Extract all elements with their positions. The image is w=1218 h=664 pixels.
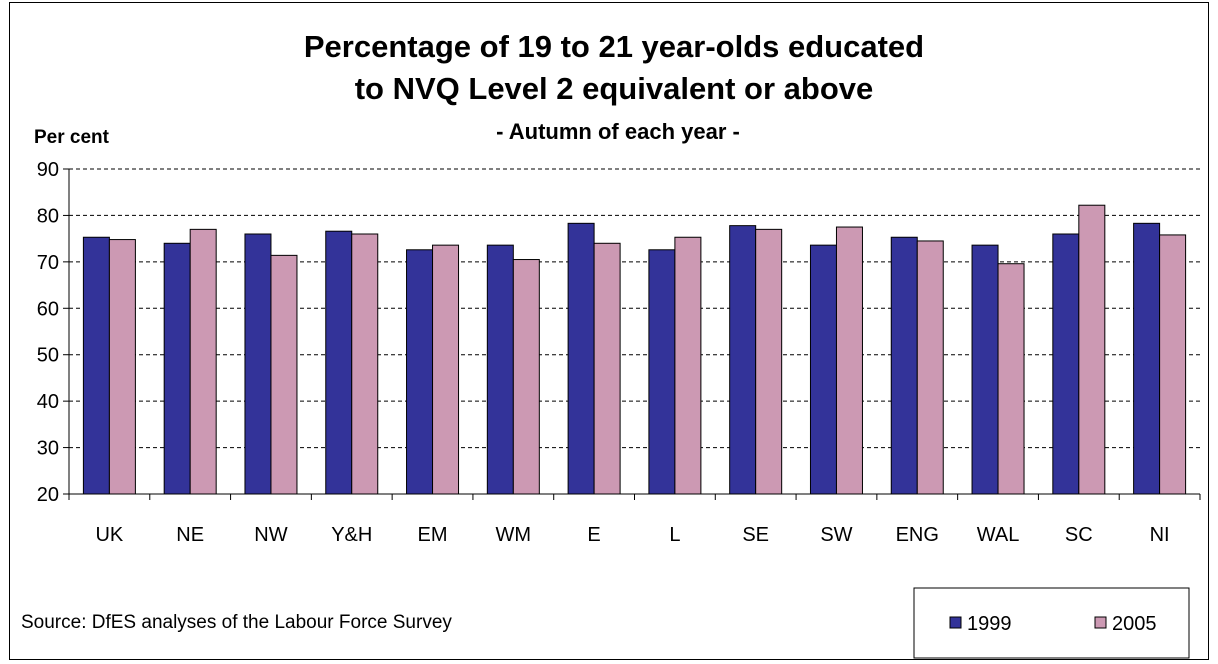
x-tick-label: SC	[1065, 524, 1093, 546]
bar-2005-SE	[755, 228, 783, 495]
y-tick-label: 20	[37, 484, 59, 506]
y-tick-label: 70	[37, 252, 59, 274]
bar-2005-NI	[1159, 234, 1187, 495]
bar-1999-E	[567, 222, 595, 495]
x-tick-label: NW	[254, 524, 287, 546]
x-tick-label: SW	[820, 524, 852, 546]
y-tick-label: 30	[37, 438, 59, 460]
bar-1999-SE	[729, 225, 757, 495]
bar-1999-NE	[163, 242, 191, 495]
bar-2005-EM	[432, 244, 460, 495]
y-tick-label: 90	[37, 159, 59, 181]
bar-1999-WAL	[971, 244, 999, 495]
bar-2005-SC	[1078, 204, 1106, 495]
bar-2005-ENG	[916, 240, 944, 495]
chart-title-line1: Percentage of 19 to 21 year-olds educate…	[304, 29, 924, 64]
bar-2005-Y&H	[351, 233, 379, 495]
y-tick-label: 50	[37, 345, 59, 367]
bar-1999-Y&H	[325, 230, 353, 495]
y-tick-label: 80	[37, 205, 59, 227]
chart-title-line2: to NVQ Level 2 equivalent or above	[355, 71, 874, 106]
bar-1999-NW	[244, 233, 272, 495]
bars	[82, 204, 1187, 495]
y-tick-labels: 20 30 40 50 60 70 80 90	[37, 159, 59, 506]
x-tick-label: L	[669, 524, 680, 546]
chart-subtitle: - Autumn of each year -	[496, 119, 740, 144]
x-tick-label: UK	[95, 524, 123, 546]
source-note: Source: DfES analyses of the Labour Forc…	[21, 612, 452, 633]
chart-svg: Percentage of 19 to 21 year-olds educate…	[21, 29, 1201, 659]
x-tick-labels: UK NE NW Y&H EM WM E L SE SW ENG WAL SC NI	[95, 524, 1169, 546]
x-tick-label: ENG	[896, 524, 939, 546]
y-axis-label: Per cent	[34, 127, 110, 148]
bar-2005-L	[674, 236, 702, 495]
chart-frame: Percentage of 19 to 21 year-olds educate…	[9, 2, 1209, 660]
bar-1999-EM	[406, 249, 434, 495]
y-tick-label: 40	[37, 391, 59, 413]
x-tick-label: NE	[176, 524, 204, 546]
bar-2005-NW	[270, 254, 298, 495]
x-tick-label: WAL	[977, 524, 1020, 546]
x-tick-label: SE	[742, 524, 769, 546]
legend-label-1999: 1999	[967, 613, 1012, 635]
bar-2005-SW	[835, 226, 863, 495]
legend-swatch-2005	[1094, 616, 1107, 629]
bar-1999-WM	[486, 244, 514, 495]
x-tick-label: Y&H	[331, 524, 372, 546]
bar-1999-NI	[1133, 222, 1161, 495]
legend-label-2005: 2005	[1112, 613, 1157, 635]
bar-2005-WM	[512, 259, 540, 495]
bar-2005-NE	[189, 228, 217, 495]
legend: 1999 2005	[913, 587, 1190, 659]
legend-swatch-1999	[949, 616, 962, 629]
bar-2005-UK	[108, 239, 136, 495]
bar-1999-SW	[809, 244, 837, 495]
y-tick-label: 60	[37, 298, 59, 320]
bar-2005-WAL	[997, 263, 1025, 495]
bar-1999-ENG	[890, 236, 918, 495]
x-tick-label: E	[587, 524, 600, 546]
gridlines	[69, 168, 1200, 449]
bar-1999-SC	[1052, 233, 1080, 495]
bar-2005-E	[593, 242, 621, 495]
x-tick-label: EM	[418, 524, 448, 546]
bar-1999-L	[648, 249, 676, 495]
x-tick-label: NI	[1150, 524, 1170, 546]
x-tick-label: WM	[496, 524, 532, 546]
axes	[63, 168, 1201, 500]
bar-1999-UK	[82, 236, 110, 495]
